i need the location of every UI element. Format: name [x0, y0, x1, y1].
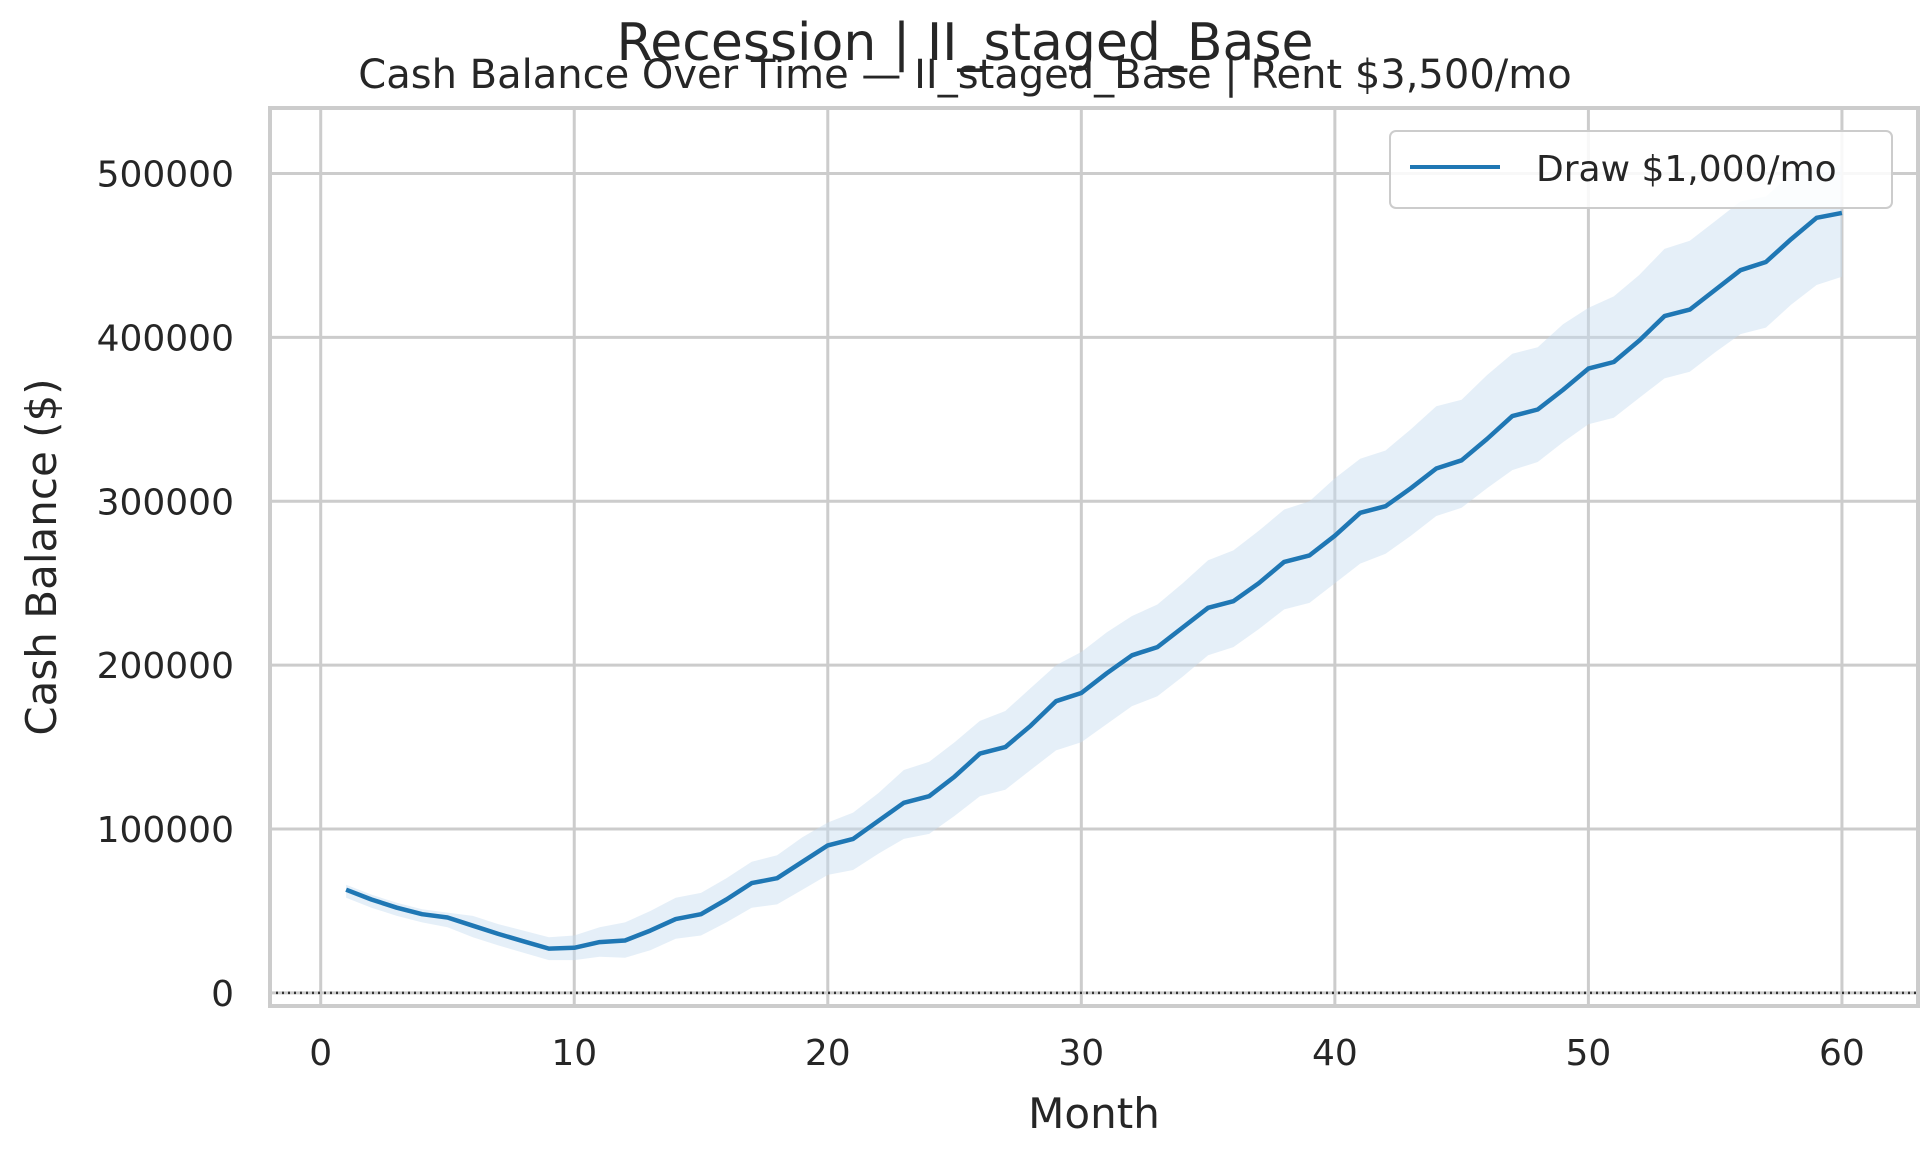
x-tick-label: 50 [1565, 1033, 1611, 1074]
series-line-draw-1000 [345, 210, 1843, 951]
series-line [345, 210, 1843, 951]
x-tick-label: 60 [1819, 1033, 1865, 1074]
x-tick-label: 0 [309, 1033, 332, 1074]
legend: Draw $1,000/mo [1389, 130, 1893, 209]
y-axis-label: Cash Balance ($) [17, 378, 66, 735]
confidence-band-area [346, 165, 1842, 961]
chart-title: Cash Balance Over Time — II_staged_Base … [358, 52, 1571, 98]
plot-frame [268, 106, 1920, 1008]
x-tick-label: 10 [551, 1033, 597, 1074]
figure-suptitle: Recession | II_staged_Base [617, 13, 1314, 73]
y-tick-label: 400000 [97, 318, 234, 359]
grid [270, 108, 1918, 1006]
x-tick-labels: 0 10 20 30 40 50 60 [309, 1033, 1865, 1074]
y-tick-label: 300000 [97, 482, 234, 523]
confidence-band [346, 165, 1842, 961]
y-tick-label: 500000 [97, 155, 234, 196]
legend-box [1389, 130, 1893, 209]
y-tick-labels: 0 100000 200000 300000 400000 500000 [97, 155, 234, 1015]
y-tick-label: 100000 [97, 810, 234, 851]
x-tick-label: 20 [805, 1033, 851, 1074]
y-tick-label: 200000 [97, 646, 234, 687]
x-tick-label: 40 [1312, 1033, 1358, 1074]
x-tick-label: 30 [1058, 1033, 1104, 1074]
x-axis-label: Month [1028, 1089, 1160, 1138]
y-tick-label: 0 [211, 974, 234, 1015]
legend-entry-label: Draw $1,000/mo [1536, 149, 1837, 190]
